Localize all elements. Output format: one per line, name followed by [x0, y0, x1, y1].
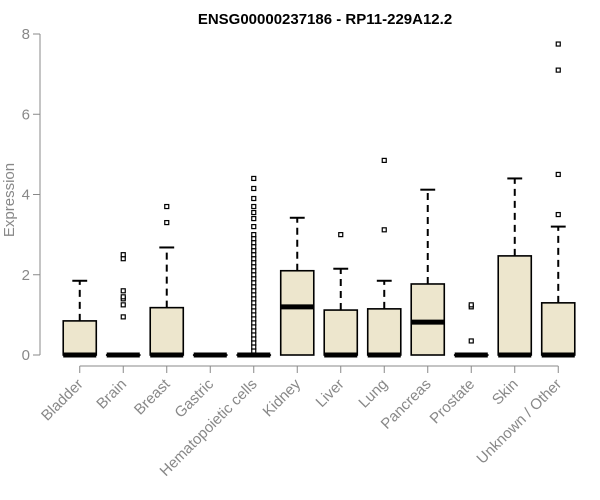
y-tick-label: 6: [22, 106, 30, 123]
outlier-point: [251, 203, 257, 210]
outlier-point: [251, 288, 257, 294]
x-tick-label: Liver: [313, 376, 348, 411]
outlier-point: [251, 260, 257, 266]
outlier-point: [251, 209, 257, 216]
outlier-point: [251, 344, 257, 350]
outlier-point: [251, 300, 257, 306]
outlier-point: [251, 244, 257, 250]
box-liver: [323, 232, 359, 358]
y-tick-label: 0: [22, 347, 30, 364]
outlier-point: [120, 256, 126, 262]
x-tick-label: Prostate: [427, 376, 479, 428]
box-body: [323, 309, 359, 356]
x-tick-label: Kidney: [260, 375, 305, 420]
outlier-point: [251, 276, 257, 282]
box-pancreas: [410, 188, 446, 356]
outlier-point: [251, 336, 257, 342]
outlier-point: [251, 224, 257, 230]
boxes-group: [62, 41, 576, 358]
outlier-point: [251, 264, 257, 270]
outlier-point: [164, 219, 170, 226]
outlier-point: [251, 175, 257, 182]
outlier-point: [251, 324, 257, 330]
outlier-point: [251, 185, 257, 192]
outlier-point: [381, 157, 387, 163]
outlier-point: [251, 296, 257, 302]
box-prostate: [453, 302, 489, 358]
box-body: [149, 306, 185, 356]
box-brain: [105, 252, 141, 358]
box-body: [540, 302, 576, 356]
outlier-point: [251, 280, 257, 286]
outlier-point: [120, 288, 126, 294]
box-bladder: [62, 279, 98, 358]
box-hematopoietic-cells: [236, 175, 272, 358]
outlier-point: [251, 248, 257, 254]
x-tick-label: Lung: [355, 376, 391, 412]
box-unknown-other: [540, 41, 576, 358]
outlier-point: [251, 304, 257, 310]
box-body: [62, 320, 98, 356]
outlier-point: [468, 338, 474, 344]
outlier-point: [251, 236, 257, 242]
outlier-point: [555, 67, 561, 73]
outlier-point: [251, 268, 257, 274]
box-skin: [497, 177, 533, 358]
chart-title: ENSG00000237186 - RP11-229A12.2: [198, 11, 452, 28]
box-kidney: [279, 216, 315, 356]
outlier-point: [251, 320, 257, 326]
box-body: [497, 255, 533, 356]
outlier-point: [381, 227, 387, 233]
outlier-point: [120, 294, 126, 300]
outlier-point: [468, 302, 474, 308]
box-body: [279, 269, 315, 356]
outlier-point: [251, 215, 257, 222]
outlier-point: [555, 171, 561, 178]
box-breast: [149, 203, 185, 358]
outlier-point: [251, 316, 257, 322]
outlier-point: [251, 308, 257, 314]
box-body: [366, 308, 402, 356]
x-tick-label: Breast: [131, 375, 174, 418]
outlier-point: [251, 256, 257, 262]
y-tick-label: 2: [22, 267, 30, 284]
outlier-point: [251, 195, 257, 202]
outlier-point: [251, 328, 257, 334]
x-tick-label: Brain: [93, 376, 130, 413]
outlier-point: [251, 348, 257, 354]
y-axis: 0 2 4 6 8: [22, 26, 41, 364]
outlier-point: [251, 340, 257, 346]
y-tick-label: 4: [22, 187, 30, 204]
x-tick-label: Skin: [489, 376, 522, 409]
outlier-point: [555, 211, 561, 218]
box-body: [410, 283, 446, 356]
outlier-point: [251, 332, 257, 338]
outlier-point: [251, 312, 257, 318]
outlier-point: [251, 232, 257, 238]
box-lung: [366, 157, 402, 358]
outlier-point: [120, 302, 126, 308]
y-tick-label: 8: [22, 26, 30, 43]
x-tick-label: Bladder: [38, 376, 87, 425]
outlier-point: [164, 203, 170, 210]
outlier-point: [120, 314, 126, 320]
outlier-point: [251, 252, 257, 258]
outlier-point: [251, 272, 257, 278]
outlier-point: [555, 41, 561, 47]
outlier-point: [251, 240, 257, 246]
outlier-point: [120, 252, 126, 258]
outlier-point: [251, 292, 257, 298]
y-axis-label: Expression: [1, 163, 18, 237]
outlier-point: [338, 232, 344, 238]
outlier-point: [251, 284, 257, 290]
